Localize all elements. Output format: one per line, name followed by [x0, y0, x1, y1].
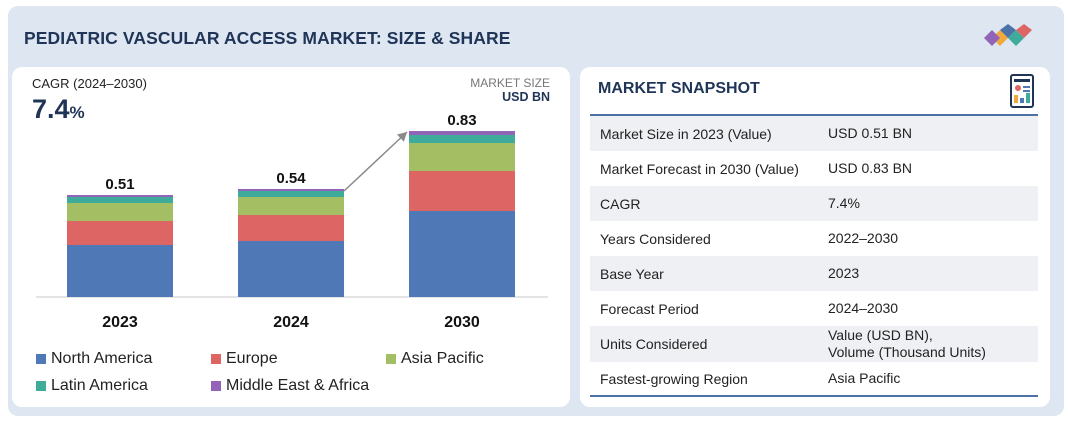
brand-logo-icon: [984, 24, 1032, 46]
legend-item-north-america: North America: [36, 350, 152, 368]
market-size-label: MARKET SIZE: [470, 76, 550, 90]
total-label: 0.51: [105, 176, 134, 193]
legend-swatch: [211, 381, 221, 391]
growth-arrow-head: [397, 132, 407, 142]
bar-segment-north-america-2024: [238, 241, 344, 297]
snapshot-row: Market Forecast in 2030 (Value) USD 0.83 …: [600, 160, 913, 177]
snapshot-row: Forecast Period 2024–2030: [600, 300, 899, 317]
x-tick-label: 2023: [102, 314, 138, 331]
bar-segment-asia-pacific-2023: [67, 203, 173, 221]
page-title: PEDIATRIC VASCULAR ACCESS MARKET: SIZE &…: [24, 28, 511, 48]
bar-segment-asia-pacific-2030: [409, 143, 515, 171]
bar-segment-asia-pacific-2024: [238, 197, 344, 215]
snapshot-row: Base Year 2023: [590, 256, 1038, 291]
snapshot-row: Market Size in 2023 (Value) USD 0.51 BN: [590, 116, 1038, 151]
legend-swatch: [211, 354, 221, 364]
growth-arrow: [343, 131, 408, 192]
legend-item-middle-east-africa: Middle East & Africa: [211, 377, 369, 395]
report-icon: [1010, 74, 1034, 108]
legend-item-latin-america: Latin America: [36, 377, 148, 395]
bar-segment-middle-east-africa-2023: [67, 195, 173, 197]
snapshot-row: Fastest-growing Region Asia Pacific: [600, 370, 901, 387]
snapshot-row: Units Considered Value (USD BN), Volume (T…: [590, 326, 1038, 362]
x-tick-label: 2024: [273, 314, 309, 331]
cagr-number: 7.4: [32, 94, 70, 124]
legend-item-asia-pacific: Asia Pacific: [386, 350, 484, 368]
bar-segment-europe-2030: [409, 171, 515, 211]
snapshot-bottom-rule: [590, 395, 1038, 397]
total-label: 0.54: [276, 170, 306, 187]
market-size-unit: USD BN: [502, 90, 550, 104]
snapshot-row: CAGR 7.4%: [590, 186, 1038, 221]
bar-segment-latin-america-2023: [67, 197, 173, 203]
legend-swatch: [36, 381, 46, 391]
x-tick-label: 2030: [444, 314, 480, 331]
legend-item-europe: Europe: [211, 350, 278, 368]
bar-segment-north-america-2023: [67, 245, 173, 297]
cagr-label: CAGR (2024–2030): [32, 76, 147, 91]
bar-segment-europe-2024: [238, 215, 344, 241]
legend-swatch: [36, 354, 46, 364]
bar-segment-north-america-2030: [409, 211, 515, 297]
bar-segment-latin-america-2024: [238, 191, 344, 197]
cagr-value: 7.4%: [32, 94, 85, 125]
snapshot-top-rule: [590, 114, 1038, 116]
bar-segment-middle-east-africa-2024: [238, 189, 344, 191]
bar-segment-middle-east-africa-2030: [409, 131, 515, 135]
snapshot-title: MARKET SNAPSHOT: [598, 80, 760, 97]
total-label: 0.83: [447, 112, 476, 129]
cagr-percent-sign: %: [69, 103, 85, 122]
snapshot-row: Years Considered 2022–2030: [600, 230, 899, 247]
legend-swatch: [386, 354, 396, 364]
bar-segment-latin-america-2030: [409, 135, 515, 143]
bar-segment-europe-2023: [67, 221, 173, 245]
